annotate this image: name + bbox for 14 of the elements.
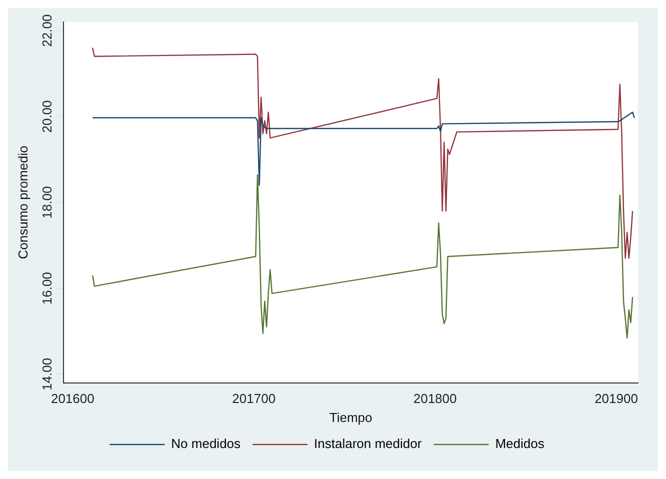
y-tick-label: 14.00 — [40, 358, 55, 390]
legend-label: Medidos — [495, 436, 545, 452]
y-tick-label: 20.00 — [40, 100, 55, 133]
y-tick-label: 18.00 — [40, 186, 55, 219]
x-tick-label: 201900 — [594, 391, 638, 406]
x-tick-label: 201700 — [232, 391, 276, 406]
y-axis-title: Consumo promedio — [15, 146, 30, 260]
x-tick-label: 201600 — [50, 391, 94, 406]
y-tick-label: 16.00 — [40, 272, 55, 305]
legend-label: No medidos — [171, 436, 242, 452]
y-tick-label: 22.00 — [40, 14, 55, 47]
legend-label: Instalaron medidor — [314, 436, 422, 452]
x-tick-label: 201800 — [413, 391, 457, 406]
x-axis-title: Tiempo — [329, 410, 372, 425]
